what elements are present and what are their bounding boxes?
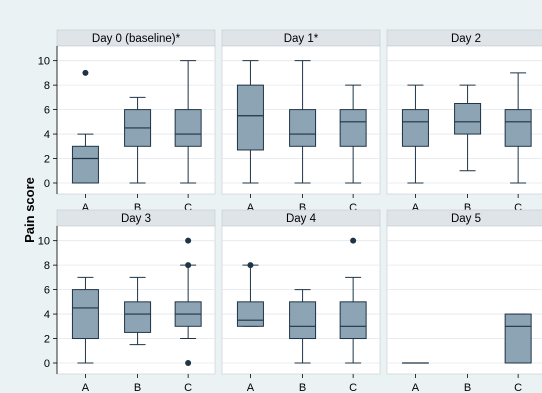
box-C xyxy=(339,237,367,364)
box-C xyxy=(174,60,202,184)
x-tick-label: A xyxy=(247,202,255,214)
box-B xyxy=(454,84,482,172)
iqr-box xyxy=(289,301,317,340)
panel-4: Day 3 0 2 4 6 8 10 A B C xyxy=(38,209,216,393)
box-B xyxy=(124,96,152,184)
y-tick-label: 0 xyxy=(44,358,50,370)
x-tick-label: A xyxy=(82,202,90,214)
iqr-box xyxy=(454,102,482,135)
iqr-box xyxy=(236,84,264,151)
x-tick-label: A xyxy=(412,382,420,393)
panel-2: Day 1* A B C xyxy=(221,29,381,214)
panel-title: Day 2 xyxy=(451,33,481,45)
x-tick-label: B xyxy=(464,202,471,214)
x-tick-label: C xyxy=(184,382,192,393)
box-C xyxy=(339,84,367,184)
outlier-point xyxy=(185,359,192,366)
y-tick-label: 4 xyxy=(44,309,50,321)
iqr-box xyxy=(401,109,429,147)
outlier-point xyxy=(350,237,357,244)
iqr-box xyxy=(71,145,99,184)
box-A xyxy=(71,276,99,364)
iqr-box xyxy=(71,289,99,340)
box-A xyxy=(236,262,264,327)
panel-1: Day 0 (baseline)* 0 2 4 6 8 10 A B C xyxy=(38,29,216,214)
iqr-box xyxy=(289,109,317,147)
x-tick-label: C xyxy=(514,202,522,214)
outlier-point xyxy=(185,237,192,244)
x-tick-label: A xyxy=(82,382,90,393)
box-C xyxy=(174,237,202,366)
y-tick-label: 10 xyxy=(38,236,50,248)
panel-title: Day 1* xyxy=(284,33,319,45)
plot-area xyxy=(221,225,381,375)
panel-title: Day 0 (baseline)* xyxy=(92,33,181,45)
x-tick-label: C xyxy=(349,202,357,214)
outlier-point xyxy=(185,262,192,269)
panel-3: Day 2 A B C xyxy=(386,29,542,214)
y-tick-label: 6 xyxy=(44,285,50,297)
x-tick-label: B xyxy=(299,202,306,214)
x-tick-label: C xyxy=(184,202,192,214)
box-B xyxy=(124,276,152,346)
box-C xyxy=(504,72,532,184)
x-tick-label: B xyxy=(134,202,141,214)
x-tick-label: B xyxy=(134,382,141,393)
y-tick-label: 2 xyxy=(44,154,50,166)
y-tick-label: 2 xyxy=(44,334,50,346)
iqr-box xyxy=(339,109,367,147)
y-tick-label: 4 xyxy=(44,129,50,141)
iqr-box xyxy=(236,301,264,327)
y-tick-label: 6 xyxy=(44,105,50,117)
x-tick-label: A xyxy=(412,202,420,214)
panel-title: Day 3 xyxy=(121,213,151,225)
box-A xyxy=(71,69,99,184)
x-tick-label: B xyxy=(464,382,471,393)
x-tick-label: A xyxy=(247,382,255,393)
box-C xyxy=(504,313,532,364)
panel-title: Day 5 xyxy=(451,213,481,225)
box-B xyxy=(289,289,317,364)
outlier-point xyxy=(82,69,89,76)
outlier-point xyxy=(247,262,254,269)
iqr-box xyxy=(504,109,532,147)
box-A xyxy=(401,84,429,184)
panel-6: Day 5 A B C xyxy=(386,209,542,393)
box-A xyxy=(236,60,264,184)
box-B xyxy=(289,60,317,184)
x-tick-label: C xyxy=(349,382,357,393)
x-tick-label: B xyxy=(299,382,306,393)
iqr-box xyxy=(124,301,152,333)
iqr-box xyxy=(504,313,532,364)
plot-area xyxy=(386,225,542,375)
panel-title: Day 4 xyxy=(286,213,317,225)
y-tick-label: 10 xyxy=(38,56,50,68)
y-tick-label: 8 xyxy=(44,80,50,92)
iqr-box xyxy=(174,109,202,147)
y-tick-label: 8 xyxy=(44,260,50,272)
y-tick-label: 0 xyxy=(44,178,50,190)
y-axis-label: Pain score xyxy=(22,177,37,243)
iqr-box xyxy=(339,301,367,340)
panel-5: Day 4 A B C xyxy=(221,209,381,393)
x-tick-label: C xyxy=(514,382,522,393)
